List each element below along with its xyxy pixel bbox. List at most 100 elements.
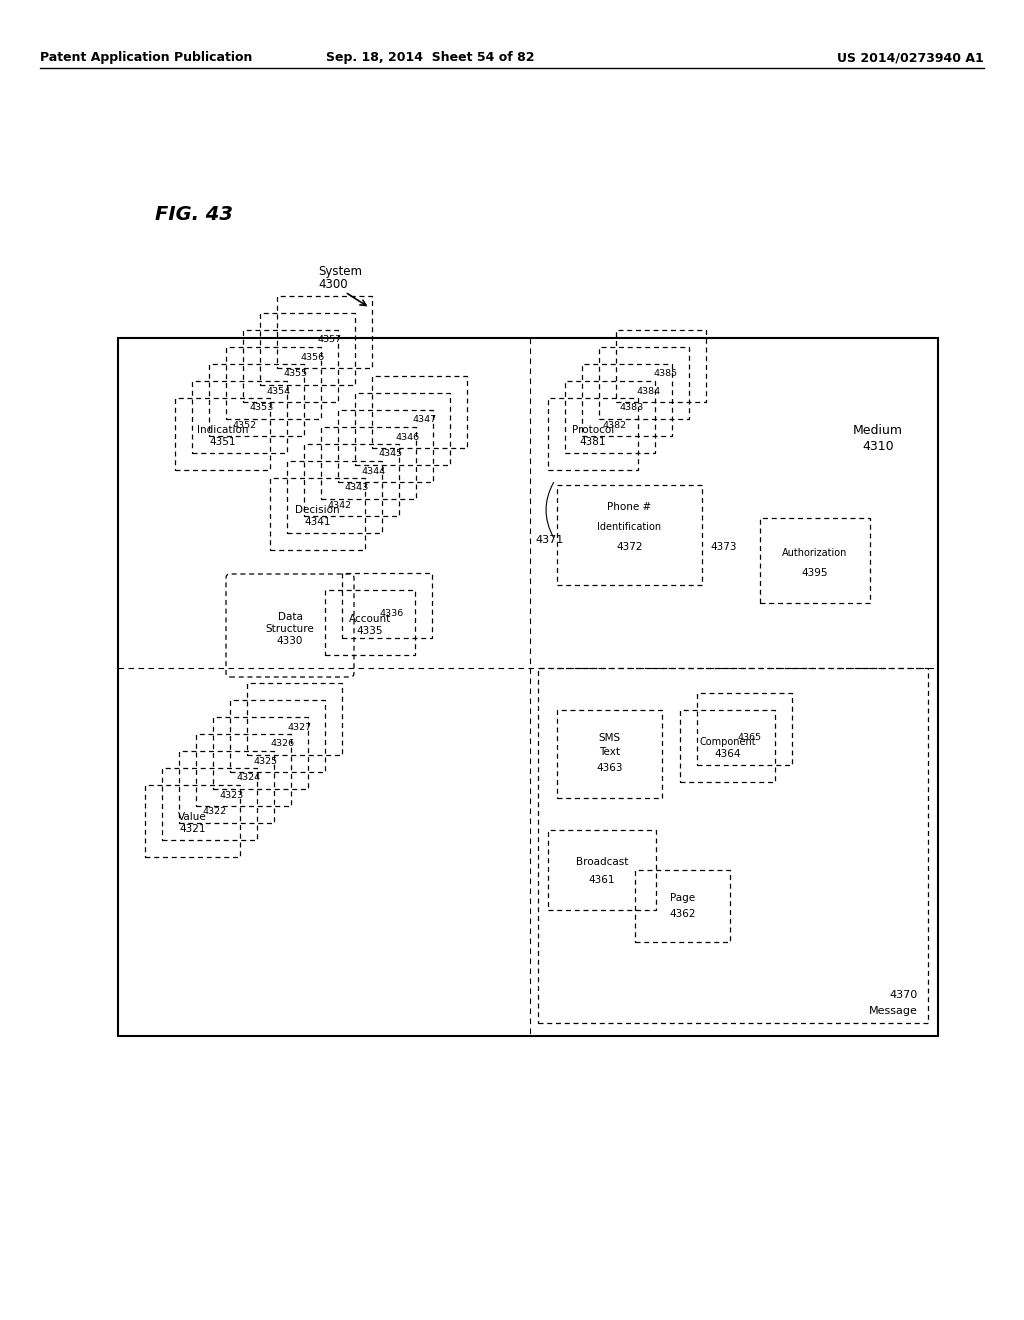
- Bar: [304, 444, 399, 516]
- Text: 4356: 4356: [300, 352, 325, 362]
- Bar: [175, 399, 270, 470]
- Text: 4343: 4343: [344, 483, 369, 492]
- Text: Protocol: Protocol: [571, 425, 614, 436]
- Text: 4361: 4361: [589, 875, 615, 884]
- Text: 4364: 4364: [715, 748, 740, 759]
- Text: Page: Page: [670, 894, 695, 903]
- Bar: [548, 830, 656, 909]
- Text: Medium: Medium: [853, 424, 903, 437]
- Text: 4382: 4382: [603, 421, 627, 429]
- Text: 4357: 4357: [317, 335, 342, 345]
- Text: 4371: 4371: [535, 535, 563, 545]
- Text: 4362: 4362: [670, 909, 695, 919]
- Bar: [213, 717, 308, 789]
- Text: 4336: 4336: [380, 609, 404, 618]
- Bar: [196, 734, 291, 807]
- Text: 4370: 4370: [890, 990, 918, 1001]
- Bar: [565, 381, 655, 453]
- Bar: [355, 393, 450, 465]
- Text: 4352: 4352: [232, 421, 257, 429]
- Text: 4326: 4326: [270, 739, 295, 748]
- Text: 4363: 4363: [596, 763, 623, 774]
- Bar: [325, 590, 415, 655]
- Text: 4345: 4345: [379, 450, 402, 458]
- Bar: [582, 364, 672, 436]
- Bar: [338, 411, 433, 482]
- Text: 4310: 4310: [862, 441, 894, 454]
- Text: Data: Data: [278, 612, 302, 623]
- Text: Component: Component: [699, 737, 756, 747]
- Bar: [193, 381, 287, 453]
- Bar: [680, 710, 775, 781]
- Text: 4300: 4300: [318, 279, 347, 292]
- Text: 4324: 4324: [237, 774, 260, 783]
- Text: 4384: 4384: [637, 387, 662, 396]
- Bar: [557, 484, 702, 585]
- Text: 4355: 4355: [284, 370, 307, 379]
- Bar: [243, 330, 338, 403]
- Text: 4353: 4353: [250, 404, 273, 412]
- Bar: [599, 347, 689, 418]
- Text: 4322: 4322: [203, 808, 226, 817]
- Bar: [616, 330, 706, 403]
- Bar: [548, 399, 638, 470]
- Text: 4381: 4381: [580, 437, 606, 447]
- Text: Value: Value: [178, 812, 207, 822]
- Bar: [209, 364, 304, 436]
- Bar: [270, 478, 365, 550]
- Bar: [538, 668, 928, 1023]
- Bar: [321, 426, 416, 499]
- Text: 4373: 4373: [710, 543, 736, 552]
- Text: Account: Account: [349, 614, 391, 623]
- Text: Decision: Decision: [295, 506, 340, 515]
- Bar: [278, 296, 372, 368]
- Bar: [260, 313, 355, 385]
- Text: Message: Message: [869, 1006, 918, 1016]
- Text: Identification: Identification: [597, 521, 662, 532]
- Bar: [230, 700, 325, 772]
- Text: Indication: Indication: [197, 425, 248, 436]
- Text: 4323: 4323: [219, 791, 244, 800]
- Text: 4330: 4330: [276, 636, 303, 647]
- Text: Broadcast: Broadcast: [575, 857, 628, 867]
- Text: 4354: 4354: [266, 387, 291, 396]
- Text: 4385: 4385: [654, 370, 678, 379]
- Text: 4335: 4335: [356, 626, 383, 635]
- Text: Structure: Structure: [265, 624, 314, 635]
- Bar: [635, 870, 730, 942]
- Text: Patent Application Publication: Patent Application Publication: [40, 51, 252, 65]
- Bar: [557, 710, 662, 799]
- Bar: [760, 517, 870, 603]
- Text: 4325: 4325: [253, 756, 278, 766]
- Text: 4321: 4321: [179, 824, 206, 834]
- Bar: [226, 347, 321, 418]
- Bar: [179, 751, 274, 822]
- Text: 4341: 4341: [304, 517, 331, 527]
- Bar: [247, 682, 342, 755]
- Text: 4342: 4342: [328, 500, 351, 510]
- Text: Authorization: Authorization: [782, 548, 848, 558]
- Bar: [372, 376, 467, 447]
- Text: 4327: 4327: [288, 722, 311, 731]
- Text: Sep. 18, 2014  Sheet 54 of 82: Sep. 18, 2014 Sheet 54 of 82: [326, 51, 535, 65]
- Bar: [162, 768, 257, 840]
- Text: Phone #: Phone #: [607, 502, 651, 512]
- Text: FIG. 43: FIG. 43: [155, 206, 233, 224]
- Text: System: System: [318, 265, 362, 279]
- Bar: [145, 785, 240, 857]
- Text: 4347: 4347: [413, 416, 436, 425]
- Text: 4395: 4395: [802, 568, 828, 578]
- Text: US 2014/0273940 A1: US 2014/0273940 A1: [838, 51, 984, 65]
- Text: 4365: 4365: [737, 733, 762, 742]
- Text: 4344: 4344: [361, 466, 386, 475]
- Bar: [697, 693, 792, 766]
- Text: 4383: 4383: [620, 404, 644, 412]
- Text: 4372: 4372: [616, 543, 643, 552]
- Bar: [342, 573, 432, 638]
- Text: Text: Text: [599, 747, 620, 756]
- Bar: [118, 338, 938, 1036]
- Text: SMS: SMS: [598, 733, 621, 743]
- Text: 4346: 4346: [395, 433, 420, 441]
- Bar: [287, 461, 382, 533]
- Text: 4351: 4351: [209, 437, 236, 447]
